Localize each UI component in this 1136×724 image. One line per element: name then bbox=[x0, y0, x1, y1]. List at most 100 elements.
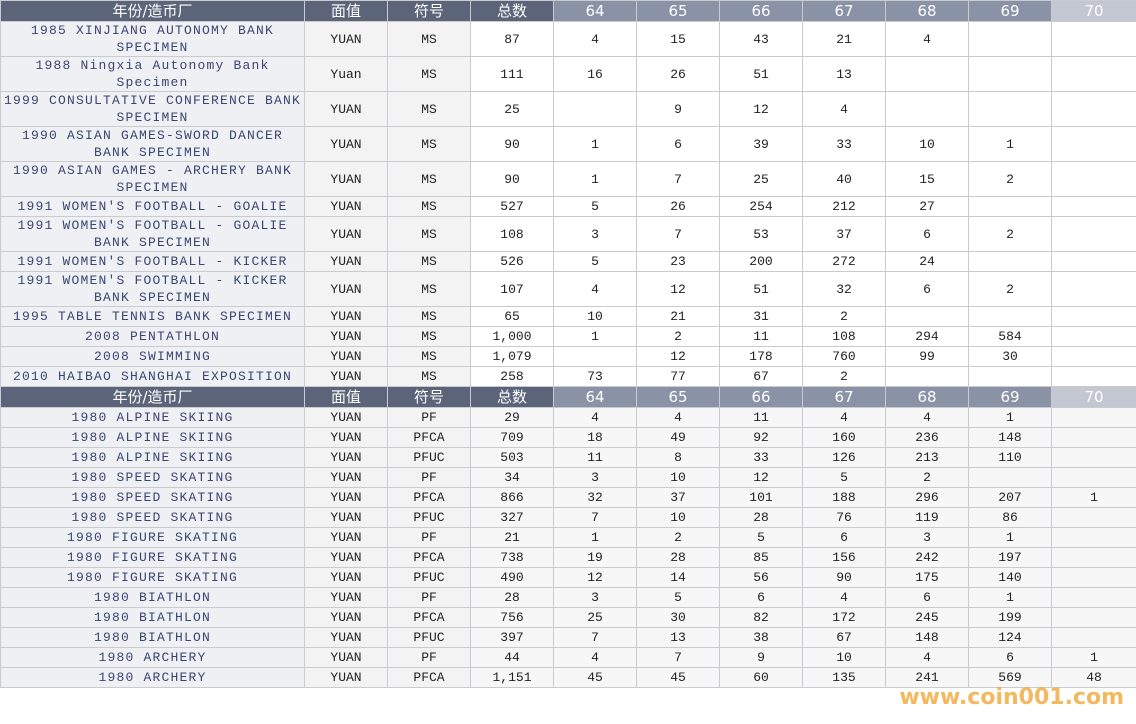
item-name: 1980 BIATHLON bbox=[0, 587, 305, 608]
cell bbox=[968, 467, 1052, 488]
cell: 199 bbox=[968, 607, 1052, 628]
cell: MS bbox=[387, 161, 471, 197]
cell: 1 bbox=[968, 126, 1052, 162]
cell: 30 bbox=[636, 607, 720, 628]
data-row: 1988 Ningxia Autonomy Bank Specimen Yuan M… bbox=[0, 56, 1136, 92]
cell: 1 bbox=[1051, 647, 1136, 668]
cell bbox=[1051, 607, 1136, 628]
cell: YUAN bbox=[304, 667, 388, 688]
cell: 2 bbox=[968, 216, 1052, 252]
item-name: 1980 SPEED SKATING bbox=[0, 487, 305, 508]
cell: 10 bbox=[636, 467, 720, 488]
header-cell: 68 bbox=[885, 0, 969, 22]
cell: 200 bbox=[719, 251, 803, 272]
cell: PF bbox=[387, 587, 471, 608]
cell: 90 bbox=[470, 126, 554, 162]
header-cell: 66 bbox=[719, 0, 803, 22]
cell: 569 bbox=[968, 667, 1052, 688]
cell: 13 bbox=[802, 56, 886, 92]
coin-table: 年份/造币厂 面值 符号 总数 64 65 66 67 68 69 70 1985 XINJIANG … bbox=[0, 0, 1136, 688]
cell: 48 bbox=[1051, 667, 1136, 688]
cell: 23 bbox=[636, 251, 720, 272]
data-row: 2008 SWIMMING YUAN MS 1,079 12 178 760 99 30 bbox=[0, 346, 1136, 367]
cell: MS bbox=[387, 251, 471, 272]
item-name: 1980 BIATHLON bbox=[0, 627, 305, 648]
cell bbox=[1051, 161, 1136, 197]
cell: 212 bbox=[802, 196, 886, 217]
cell bbox=[1051, 447, 1136, 468]
cell: 584 bbox=[968, 326, 1052, 347]
cell: 6 bbox=[885, 216, 969, 252]
cell: MS bbox=[387, 326, 471, 347]
item-name: 1980 ALPINE SKIING bbox=[0, 427, 305, 448]
cell: YUAN bbox=[304, 447, 388, 468]
cell: YUAN bbox=[304, 91, 388, 127]
cell: 86 bbox=[968, 507, 1052, 528]
cell: 272 bbox=[802, 251, 886, 272]
cell: MS bbox=[387, 56, 471, 92]
cell: 503 bbox=[470, 447, 554, 468]
cell: 490 bbox=[470, 567, 554, 588]
cell: 156 bbox=[802, 547, 886, 568]
cell: 4 bbox=[553, 647, 637, 668]
cell: 126 bbox=[802, 447, 886, 468]
data-row: 1980 BIATHLON YUAN PF 28 3 5 6 4 6 1 bbox=[0, 587, 1136, 608]
item-name: 1999 CONSULTATIVE CONFERENCE BANK SPECIM… bbox=[0, 91, 305, 127]
header-cell: 70 bbox=[1051, 0, 1136, 22]
item-name: 2008 PENTATHLON bbox=[0, 326, 305, 347]
cell: YUAN bbox=[304, 306, 388, 327]
cell: 3 bbox=[553, 587, 637, 608]
cell: YUAN bbox=[304, 407, 388, 428]
data-row: 1991 WOMEN'S FOOTBALL - KICKER BANK SPEC… bbox=[0, 271, 1136, 307]
header-cell: 70 bbox=[1051, 386, 1136, 408]
cell: 10 bbox=[636, 507, 720, 528]
cell bbox=[1051, 126, 1136, 162]
cell bbox=[1051, 91, 1136, 127]
cell: 28 bbox=[636, 547, 720, 568]
cell: 77 bbox=[636, 366, 720, 387]
cell bbox=[968, 251, 1052, 272]
cell: 3 bbox=[553, 467, 637, 488]
cell: 99 bbox=[885, 346, 969, 367]
cell bbox=[968, 56, 1052, 92]
cell: YUAN bbox=[304, 527, 388, 548]
cell: MS bbox=[387, 346, 471, 367]
cell bbox=[1051, 251, 1136, 272]
cell: 6 bbox=[802, 527, 886, 548]
cell: 32 bbox=[553, 487, 637, 508]
cell: 2 bbox=[636, 326, 720, 347]
cell: 56 bbox=[719, 567, 803, 588]
header-cell: 年份/造币厂 bbox=[0, 386, 305, 408]
cell bbox=[1051, 507, 1136, 528]
cell bbox=[1051, 527, 1136, 548]
cell: 49 bbox=[636, 427, 720, 448]
cell: 11 bbox=[553, 447, 637, 468]
cell: PFCA bbox=[387, 607, 471, 628]
cell: 9 bbox=[719, 647, 803, 668]
cell: 3 bbox=[885, 527, 969, 548]
cell: 25 bbox=[553, 607, 637, 628]
cell: 1 bbox=[968, 527, 1052, 548]
cell: 1 bbox=[968, 587, 1052, 608]
cell bbox=[1051, 346, 1136, 367]
data-row: 2010 HAIBAO SHANGHAI EXPOSITION YUAN MS 258… bbox=[0, 366, 1136, 387]
cell: PFCA bbox=[387, 487, 471, 508]
cell: 2 bbox=[968, 271, 1052, 307]
cell: 4 bbox=[885, 647, 969, 668]
cell: PF bbox=[387, 407, 471, 428]
cell: 43 bbox=[719, 21, 803, 57]
cell: 21 bbox=[470, 527, 554, 548]
cell: YUAN bbox=[304, 216, 388, 252]
cell: 28 bbox=[719, 507, 803, 528]
cell: MS bbox=[387, 271, 471, 307]
data-row: 1980 ALPINE SKIING YUAN PFUC 503 11 8 33 126 213… bbox=[0, 447, 1136, 468]
header-cell: 64 bbox=[553, 386, 637, 408]
cell: 33 bbox=[719, 447, 803, 468]
cell: 108 bbox=[470, 216, 554, 252]
data-row: 1991 WOMEN'S FOOTBALL - GOALIE BANK SPEC… bbox=[0, 216, 1136, 252]
cell: 1 bbox=[553, 527, 637, 548]
cell: 242 bbox=[885, 547, 969, 568]
header-cell: 总数 bbox=[470, 386, 554, 408]
header-cell: 总数 bbox=[470, 0, 554, 22]
cell: 10 bbox=[885, 126, 969, 162]
